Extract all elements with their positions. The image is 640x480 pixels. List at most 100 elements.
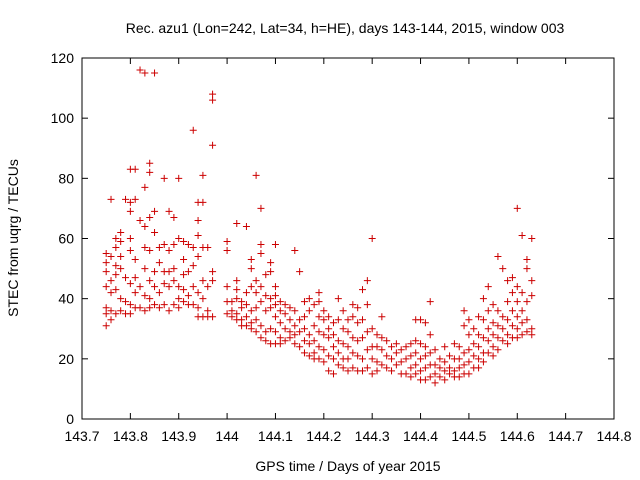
data-point [392,361,400,369]
data-point [315,328,323,336]
data-point [175,283,183,291]
data-point [513,298,521,306]
data-point [146,168,154,176]
data-point [112,244,120,252]
data-point [126,207,134,215]
data-point [194,216,202,224]
data-point [470,325,478,333]
data-point [257,283,265,291]
data-point [257,204,265,212]
data-point [281,325,289,333]
data-point [339,307,347,315]
data-point [499,337,507,345]
data-point [257,322,265,330]
data-point [523,328,531,336]
data-point [508,289,516,297]
data-point [155,304,163,312]
data-point [392,340,400,348]
data-point [349,364,357,372]
data-point [441,367,449,375]
data-point [223,247,231,255]
data-point [131,165,139,173]
data-point [465,316,473,324]
data-point [489,301,497,309]
data-point [402,343,410,351]
data-point [194,253,202,261]
data-point [441,376,449,384]
data-point [247,265,255,273]
data-point [170,265,178,273]
data-point [528,235,536,242]
data-point [339,340,347,348]
data-point [421,319,429,327]
data-point [281,310,289,318]
data-point [199,171,207,179]
data-point [242,289,250,297]
data-point [484,337,492,345]
data-points [102,66,536,387]
data-point [271,292,279,300]
data-point [165,207,173,215]
data-point [373,358,381,366]
data-point [247,256,255,264]
data-point [329,319,337,327]
axis-ticks: 143.7 143.8 143.9 144 144.1 144.2 144.3 144.4 14… [51,50,632,444]
data-point [373,367,381,375]
data-point [383,364,391,372]
data-point [122,195,130,203]
data-point [107,195,115,203]
data-point [310,337,318,345]
data-point [189,126,197,134]
data-point [141,244,149,252]
data-point [262,292,270,300]
data-point [417,367,425,375]
data-point [141,222,149,230]
data-point [291,307,299,315]
data-point [339,325,347,333]
data-point [107,316,115,324]
data-point [446,352,454,360]
x-tick-label: 143.7 [64,428,99,444]
data-point [305,331,313,339]
data-point [267,259,275,267]
data-point [426,298,434,306]
data-point [354,304,362,312]
data-point [238,304,246,312]
data-point [107,277,115,285]
data-point [499,325,507,333]
y-tick-label: 0 [66,411,74,427]
data-point [499,265,507,273]
data-point [455,373,463,381]
data-point [359,367,367,375]
data-point [267,268,275,276]
data-point [329,370,337,378]
data-point [397,346,405,354]
data-point [518,231,526,239]
data-point [465,331,473,339]
data-point [513,283,521,291]
data-point [368,235,376,242]
data-point [484,325,492,333]
data-point [344,343,352,351]
data-point [484,349,492,357]
data-point [209,96,217,104]
x-tick-label: 144.5 [451,428,486,444]
data-point [368,325,376,333]
data-point [431,379,439,387]
data-point [508,307,516,315]
data-point [320,358,328,366]
data-point [518,331,526,339]
data-point [238,316,246,324]
x-tick-label: 144.3 [355,428,390,444]
data-point [262,307,270,315]
data-point [170,241,178,249]
data-point [184,292,192,300]
data-point [228,307,236,315]
data-point [489,331,497,339]
data-point [257,241,265,249]
data-point [441,358,449,366]
data-point [465,346,473,354]
data-point [310,322,318,330]
data-point [334,361,342,369]
data-point [151,301,159,309]
